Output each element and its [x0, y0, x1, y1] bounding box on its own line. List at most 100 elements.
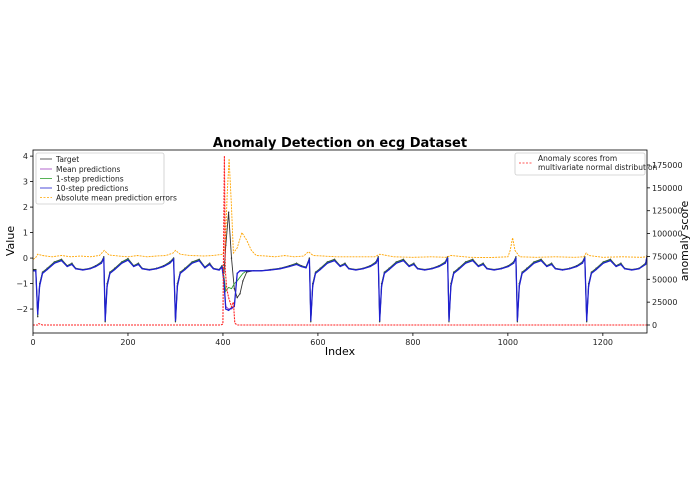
- series-10step-predictions-point: [41, 272, 44, 275]
- x-tick-label: 0: [30, 338, 35, 347]
- series-10step-predictions-point: [512, 262, 515, 264]
- series-10step-predictions-point: [204, 267, 206, 269]
- series-target-point: [448, 321, 450, 323]
- series-10step-predictions-point: [162, 265, 165, 268]
- series-10step-predictions-point: [515, 257, 517, 259]
- series-10step-predictions-point: [127, 259, 129, 261]
- legend-label-10step: 10-step predictions: [56, 184, 128, 193]
- series-10step-predictions-point: [507, 265, 510, 268]
- series-10step-predictions-point: [38, 285, 41, 287]
- series-10step-predictions-point: [581, 262, 584, 264]
- series-10step-predictions-point: [121, 262, 123, 264]
- series-10step-predictions-point: [37, 313, 39, 315]
- series-10step-predictions-point: [587, 285, 590, 287]
- series-10step-predictions-point: [584, 257, 586, 259]
- series-10step-predictions-point: [378, 319, 381, 322]
- series-10step-predictions-point: [319, 268, 321, 271]
- series-target-point: [308, 257, 311, 259]
- series-10step-predictions-point: [198, 259, 200, 262]
- series-10step-predictions-point: [260, 270, 262, 272]
- series-10step-predictions-point: [590, 272, 593, 275]
- y2-tick-label: 150000: [652, 184, 683, 193]
- series-10step-predictions-point: [288, 265, 291, 268]
- series-target-point: [378, 321, 381, 323]
- y-tick-label: 2: [23, 203, 28, 212]
- series-10step-predictions-point: [191, 262, 193, 264]
- series-10step-predictions-point: [526, 268, 528, 271]
- series-10step-predictions-point: [236, 272, 238, 275]
- series-10step-predictions-point: [395, 262, 397, 264]
- series-10step-predictions-point: [402, 259, 405, 262]
- series-10step-predictions-point: [155, 268, 158, 270]
- series-10step-predictions-point: [477, 265, 480, 268]
- series-target-point: [310, 321, 312, 323]
- series-10step-predictions-point: [554, 268, 557, 270]
- series-10step-predictions-point: [388, 268, 390, 271]
- series-target-point: [245, 271, 248, 273]
- series-10step-predictions-point: [300, 265, 302, 268]
- series-10step-predictions-point: [169, 262, 171, 264]
- series-10step-predictions-point: [540, 259, 542, 262]
- series-target-point: [174, 321, 177, 323]
- y2-tick-label: 50000: [652, 275, 677, 284]
- series-10step-predictions-point: [269, 269, 272, 271]
- x-tick-label: 400: [215, 338, 230, 347]
- plot-frame: [32, 149, 648, 334]
- series-10step-predictions-point: [137, 263, 140, 266]
- series-10step-predictions-point: [375, 262, 377, 264]
- series-10step-predictions-point: [615, 265, 617, 268]
- chart-title: Anomaly Detection on ecg Dataset: [213, 136, 467, 151]
- series-10step-predictions-point: [533, 262, 535, 264]
- x-tick-label: 600: [310, 338, 325, 347]
- series-10step-predictions-point: [620, 263, 622, 266]
- y-tick-label: 4: [23, 152, 28, 161]
- series-10step-predictions-point: [148, 269, 151, 271]
- y2-tick-label: 75000: [652, 252, 677, 261]
- series-10step-predictions-point: [314, 272, 317, 275]
- series-10step-predictions-point: [521, 272, 523, 275]
- series-10step-predictions-point: [53, 262, 56, 264]
- series-10step-predictions: [33, 256, 647, 321]
- legend-right-box: [514, 152, 646, 176]
- series-10step-predictions-point: [71, 263, 73, 266]
- series-10step-predictions-point: [408, 265, 410, 268]
- y-tick-label: 3: [23, 178, 28, 187]
- series-10step-predictions-point: [362, 268, 364, 270]
- x-tick-label: 800: [405, 338, 420, 347]
- series-10step-predictions-point: [609, 259, 612, 262]
- series-10step-predictions-point: [585, 319, 588, 322]
- legend-label-target: Target: [55, 155, 79, 164]
- x-tick-label: 1200: [593, 338, 613, 347]
- series-10step-predictions-point: [457, 268, 460, 271]
- series-10step-predictions-point: [245, 270, 248, 272]
- series-10step-predictions-point: [35, 270, 37, 272]
- series-10step-predictions-point: [82, 269, 84, 271]
- series-target-point: [233, 287, 236, 290]
- series-target-point: [230, 257, 233, 259]
- series-10step-predictions-point: [493, 269, 495, 271]
- legend-left-box: [35, 152, 165, 205]
- series-10step-predictions-point: [208, 263, 211, 266]
- series-10step-predictions-point: [344, 263, 346, 266]
- series-10step-predictions-point: [242, 270, 244, 272]
- x-tick-label: 200: [120, 338, 135, 347]
- series-target-point: [236, 296, 238, 299]
- series-10step-predictions-point: [550, 263, 553, 266]
- series-10step-predictions-point: [431, 268, 433, 270]
- y2-tick-label: 25000: [652, 298, 677, 307]
- series-10step-predictions-point: [179, 272, 181, 275]
- series-10step-predictions-point: [66, 265, 68, 268]
- legend-right: Anomaly scores from multivariate normal …: [514, 152, 658, 176]
- series-10step-predictions-point: [595, 268, 597, 271]
- series-10step-predictions-point: [516, 319, 519, 322]
- series-10step-predictions-point: [221, 266, 223, 268]
- legend-label-anomaly-score-1: Anomaly scores from: [538, 154, 617, 163]
- y-tick-label: 1: [23, 229, 28, 238]
- series-10step-predictions-point: [369, 265, 371, 268]
- series-target-point: [239, 293, 241, 295]
- legend-label-1step: 1-step predictions: [56, 175, 124, 184]
- series-10step-predictions-point: [446, 257, 449, 259]
- series-10step-predictions-point: [100, 262, 103, 264]
